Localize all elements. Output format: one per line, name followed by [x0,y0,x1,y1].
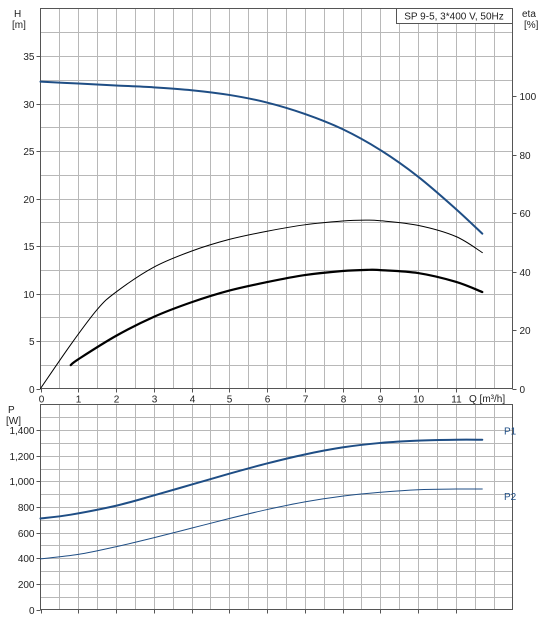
x-tick-label: 0 [39,395,45,406]
bottom-ticks: 0 200 400 600 800 1,000 1,200 1,400 [9,426,457,617]
x-tick-label: 5 [227,395,233,406]
y2-tick-label: 100 [520,92,537,103]
series-label-p2: P2 [504,492,517,503]
top-ticks: 0 1 2 3 4 5 6 7 8 9 10 11 0 5 10 15 20 25 30 35 0 20 40 60 80 100 [23,52,536,406]
x-tick-label: 4 [190,395,196,406]
x-tick-label: 2 [114,395,120,406]
y-tick-label: 10 [23,290,35,301]
y-axis-label-p: P [8,405,15,416]
top-series [39,80,484,389]
y2-tick-label: 60 [520,209,532,220]
p-tick-label: 0 [29,606,35,617]
y2-tick-label: 20 [520,326,532,337]
chart-title-box [396,8,513,24]
y-tick-label: 30 [23,100,35,111]
y-tick-label: 0 [29,385,35,396]
x-tick-label: 10 [413,395,425,406]
y2-tick-label: 80 [520,151,532,162]
y-tick-label: 5 [29,337,35,348]
p-tick-label: 600 [18,529,35,540]
y-axis-unit-p: [W] [6,416,21,427]
p-tick-label: 1,000 [9,477,34,488]
y2-tick-label: 0 [520,385,526,396]
p-tick-label: 1,400 [9,426,34,437]
top-plot-frame [40,8,513,389]
p-tick-label: 800 [18,503,35,514]
x-tick-label: 1 [76,395,82,406]
p-tick-label: 200 [18,580,35,591]
x-tick-label: 3 [152,395,158,406]
power-p2-curve [40,488,483,560]
bottom-series: P1 P2 [39,427,517,560]
p-tick-label: 1,200 [9,452,34,463]
x-tick-label: 8 [341,395,347,406]
series-label-p1: P1 [504,427,517,438]
bottom-gridlines [40,404,513,610]
y-tick-label: 35 [23,52,35,63]
y-tick-label: 25 [23,147,35,158]
y-tick-label: 20 [23,195,35,206]
x-tick-label: 7 [303,395,309,406]
x-tick-label: 9 [378,395,384,406]
p-tick-label: 400 [18,554,35,565]
eta-pump-curve [69,268,484,367]
power-p1-curve [39,438,484,520]
y2-axis-label-eta: eta [522,9,536,20]
x-tick-label: 11 [451,395,462,406]
y2-tick-label: 40 [520,268,532,279]
eta-total-curve [40,219,483,389]
x-tick-label: 6 [265,395,271,406]
y2-axis-unit-eta: [%] [524,20,539,31]
y-tick-label: 15 [23,242,35,253]
y-axis-unit-h: [m] [12,20,26,31]
head-curve [39,80,484,235]
x-axis-label-q: Q [m³/h] [469,394,505,405]
top-gridlines [40,8,513,389]
chart-title: SP 9-5, 3*400 V, 50Hz [404,12,504,23]
y-axis-label-h: H [14,9,21,20]
